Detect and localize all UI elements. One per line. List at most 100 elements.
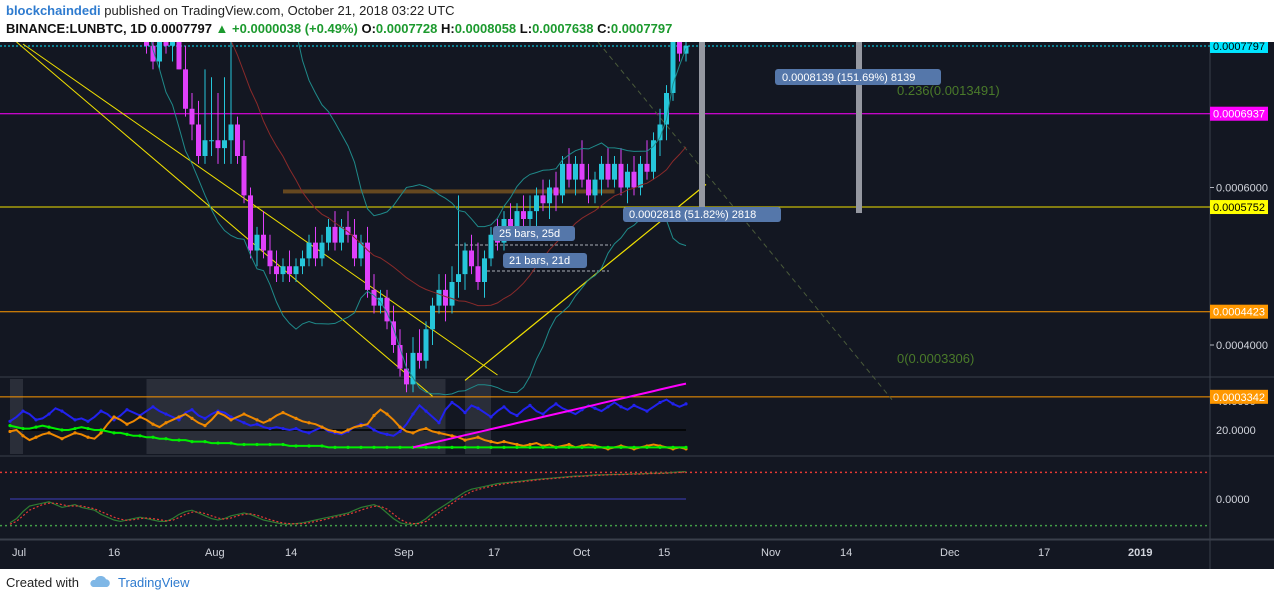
dmi-series-point [528, 442, 532, 447]
dmi-series-point [112, 415, 116, 419]
candle-body [144, 42, 149, 46]
dmi-series-point [385, 432, 389, 436]
dmi-series-point [203, 416, 207, 420]
candle-body [670, 42, 676, 93]
candle-body [261, 234, 266, 251]
indicator-layer [0, 42, 1210, 527]
dmi-series-point [138, 415, 142, 419]
dmi-series-point [47, 431, 51, 435]
high-value: 0.0008058 [454, 21, 517, 36]
candle-body [508, 219, 513, 227]
dmi-series-point [411, 431, 415, 435]
candle-body [358, 242, 364, 259]
dmi-series-point [21, 426, 25, 431]
time-axis-label: Jul [12, 547, 26, 559]
dmi-series-point [177, 438, 181, 442]
dmi-series-point [346, 445, 350, 449]
dmi-series-point [671, 445, 675, 449]
dmi-series-point [112, 431, 116, 435]
price-axis-label: 0.0004000 [1216, 340, 1268, 352]
price-axis[interactable]: 0.00140000.00120000.00100000.00080000.00… [1210, 42, 1268, 506]
candle-body [319, 242, 325, 259]
dmi-series-point [489, 440, 493, 444]
bars-box-25 [493, 226, 575, 241]
dmi-series-point [554, 445, 558, 449]
dmi-series-point [450, 434, 454, 438]
candle-body [586, 179, 591, 196]
dmi-series-point [73, 431, 77, 435]
candle-body [456, 274, 461, 282]
candle-body [534, 195, 539, 212]
author-name[interactable]: blockchaindedi [6, 3, 101, 18]
chart-background [0, 42, 1274, 569]
dmi-series-point [47, 425, 51, 429]
candle-body [469, 250, 474, 267]
dmi-series-point [255, 442, 259, 447]
measure-big-text: 0.0008139 (151.69%) 8139 [782, 72, 915, 84]
candle-body [222, 140, 227, 149]
time-axis-label: 15 [658, 547, 670, 559]
measure-box-big [775, 69, 941, 85]
dmi-series-point [333, 445, 337, 449]
time-axis-label: 2019 [1128, 547, 1152, 559]
candle-body [274, 266, 279, 275]
annotations-layer: 0.0008139 (151.69%) 8139 0.0002818 (51.8… [493, 69, 1000, 366]
dmi-series-point [424, 426, 428, 431]
dmi-series-point [541, 445, 545, 449]
open-label: O: [361, 21, 376, 36]
dmi-series-point [502, 440, 506, 444]
candle-body [560, 163, 565, 196]
price-label-box [1210, 42, 1268, 53]
dmi-series-point [580, 445, 584, 449]
candle-body [566, 163, 572, 180]
dmi-series-point [34, 418, 38, 422]
dmi-series-point [333, 429, 337, 434]
candle-body [371, 289, 377, 306]
dmi-series-point [99, 428, 103, 432]
dmi-series-point [463, 411, 467, 415]
dmi-series-point [437, 421, 441, 425]
dmi-series-point [476, 435, 480, 439]
dmi-series-point [515, 413, 519, 418]
candle-body [430, 305, 435, 330]
up-arrow-icon: ▲ [215, 21, 229, 36]
dmi-series-point [528, 403, 532, 407]
candle-body [150, 45, 156, 62]
candle-body [300, 258, 305, 267]
dmi-series-point [164, 421, 168, 425]
oscillator-axis-label: 0.0000 [1216, 494, 1250, 506]
drawings-layer [0, 42, 1210, 400]
dmi-series-point [684, 445, 688, 449]
time-axis-label: Oct [573, 547, 590, 559]
candle-body [657, 124, 663, 141]
dmi-series-point [515, 445, 519, 449]
candle-body [644, 163, 650, 172]
header-line-2: BINANCE:LUNBTC, 1D 0.0007797 ▲ +0.000003… [6, 21, 672, 36]
candle-body [449, 282, 455, 306]
measure-small-text: 0.0002818 (51.82%) 2818 [629, 209, 756, 221]
candle-body [436, 289, 442, 306]
dmi-series-point [34, 435, 38, 439]
dmi-series-point [593, 406, 597, 410]
candle-body [521, 211, 526, 219]
dmi-series-point [645, 409, 649, 413]
time-axis-label: Dec [940, 547, 960, 559]
dmi-series-point [398, 429, 402, 434]
dmi-series-point [398, 445, 402, 449]
candle-body [618, 163, 624, 188]
bars-21-text: 21 bars, 21d [509, 255, 570, 267]
dmi-series-point [151, 422, 155, 426]
dmi-series-point [294, 444, 298, 448]
chart-canvas[interactable]: 0.0008139 (151.69%) 8139 0.0002818 (51.8… [0, 42, 1274, 569]
dmi-series-point [346, 428, 350, 432]
dmi-series-point [242, 412, 246, 416]
dmi-series-point [73, 418, 77, 422]
time-axis[interactable]: Jul 16 Aug 14 Sep 17 Oct 15 Nov 14 Dec 17 2019 [0, 539, 1274, 559]
tradingview-link[interactable]: TradingView [118, 575, 190, 590]
fib-0-label: 0(0.0003306) [897, 351, 974, 366]
dmi-series-point [281, 442, 285, 447]
dmi-series-point [21, 434, 25, 438]
dmi-series-point [8, 429, 12, 434]
published-text: published on TradingView.com, October 21… [104, 3, 455, 18]
candle-body [475, 266, 481, 282]
